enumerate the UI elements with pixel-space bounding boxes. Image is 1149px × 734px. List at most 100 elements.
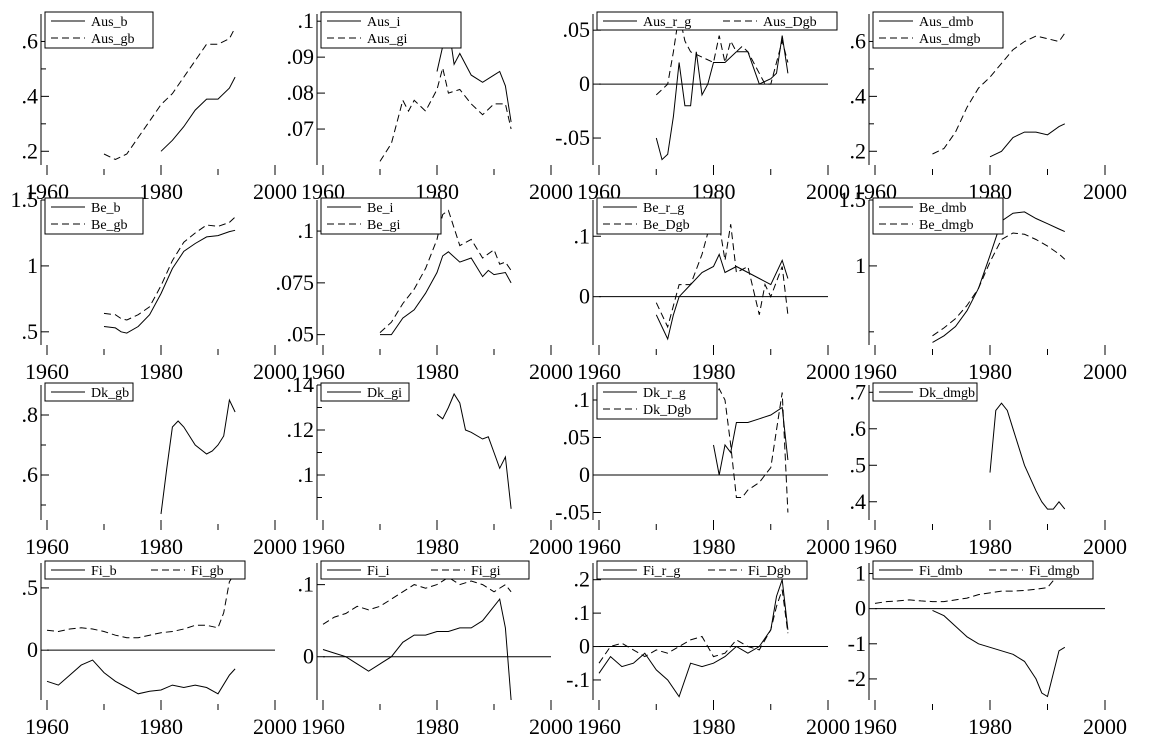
legend-label: Be_i [367, 201, 394, 216]
y-tick-label: .5 [850, 452, 867, 477]
legend-box [44, 11, 154, 49]
series-line-Be_gi [379, 209, 512, 333]
legend-label: Aus_i [367, 15, 401, 30]
x-tick-label: 2000 [806, 534, 850, 559]
x-tick-label: 1960 [853, 534, 897, 559]
x-tick-label: 1980 [968, 714, 1012, 734]
legend-label: Fi_b [91, 564, 117, 579]
y-tick-label: .4 [22, 83, 39, 108]
legend-label: Aus_dmgb [919, 32, 980, 47]
legend-label: Fi_dmb [919, 564, 963, 579]
panel-8: .6 .8 1960 1980 2000 Dk_gb [22, 382, 297, 559]
legend-label: Aus_gi [367, 32, 408, 47]
x-tick-label: 1960 [577, 714, 621, 734]
legend-label: Aus_b [91, 15, 128, 30]
y-tick-label: 1.5 [839, 187, 867, 212]
legend-label: Fi_gb [191, 564, 224, 579]
y-tick-label: 1 [855, 561, 866, 586]
x-tick-label: 2000 [253, 179, 297, 204]
x-tick-label: 1980 [692, 714, 736, 734]
x-tick-label: 1980 [692, 534, 736, 559]
y-tick-label: -2 [848, 666, 866, 691]
panel-5: .05 .075 .1 1960 1980 2000 Be_i Be_gi [276, 197, 573, 384]
y-tick-label: 1 [855, 253, 866, 278]
y-tick-label: 0 [579, 284, 590, 309]
y-tick-label: 0 [579, 634, 590, 659]
legend-label: Be_Dgb [643, 218, 690, 233]
panel-13: 0 .1 1960 1980 2000 Fi_i Fi_gi [298, 560, 573, 734]
y-tick-label: .05 [563, 17, 591, 42]
y-tick-label: .8 [22, 402, 39, 427]
x-tick-label: 2000 [529, 359, 573, 384]
x-tick-label: 1980 [139, 179, 183, 204]
x-tick-label: 2000 [806, 359, 850, 384]
legend-box [596, 382, 718, 420]
series-line-Aus_gi [379, 67, 512, 162]
x-tick-label: 2000 [806, 179, 850, 204]
panel-7: 1 1.5 1960 1980 2000 Be_dmb Be_dmgb [839, 187, 1128, 384]
y-tick-label: .1 [298, 218, 315, 243]
legend-label: Fi_Dgb [748, 564, 791, 579]
y-tick-label: .1 [298, 462, 315, 487]
y-tick-label: 0 [27, 637, 38, 662]
y-tick-label: .12 [287, 417, 315, 442]
y-tick-label: .1 [574, 600, 591, 625]
y-tick-label: .2 [22, 138, 39, 163]
y-tick-label: .1 [298, 8, 315, 33]
legend-box [44, 560, 246, 580]
x-tick-label: 1980 [415, 714, 459, 734]
series-line-Fi_gb [46, 572, 236, 639]
legend-label: Aus_gb [91, 32, 135, 47]
x-tick-label: 1960 [25, 359, 69, 384]
legend-label: Be_gb [91, 218, 128, 233]
legend-box [872, 11, 1004, 49]
x-tick-label: 2000 [253, 714, 297, 734]
x-tick-label: 2000 [529, 179, 573, 204]
y-tick-label: 0 [855, 596, 866, 621]
series-line-Aus_dmb [989, 123, 1066, 158]
legend-label: Fi_i [367, 564, 390, 579]
panel-11: .4 .5 .6 .7 1960 1980 2000 Dk_dmgb [850, 379, 1128, 559]
series-line-Be_gb [103, 216, 236, 321]
y-tick-label: .4 [850, 489, 867, 514]
y-tick-label: .1 [574, 387, 591, 412]
y-tick-label: .07 [287, 116, 315, 141]
y-tick-label: .7 [850, 379, 867, 404]
y-tick-label: .2 [850, 138, 867, 163]
legend-label: Dk_gi [367, 386, 402, 401]
legend-label: Dk_gb [91, 386, 129, 401]
y-tick-label: .2 [574, 567, 591, 592]
y-tick-label: 0 [579, 71, 590, 96]
x-tick-label: 1960 [25, 714, 69, 734]
y-tick-label: .6 [850, 28, 867, 53]
x-tick-label: 2000 [1083, 714, 1127, 734]
y-tick-label: 0 [303, 644, 314, 669]
y-tick-label: 1 [27, 253, 38, 278]
x-tick-label: 1980 [968, 534, 1012, 559]
panel-12: 0 .5 1960 1980 2000 Fi_b Fi_gb [22, 560, 297, 734]
y-tick-label: .5 [22, 575, 39, 600]
legend-label: Be_dmgb [919, 218, 973, 233]
y-tick-label: .08 [287, 80, 315, 105]
legend-label: Dk_Dgb [643, 403, 691, 418]
legend-label: Be_b [91, 201, 121, 216]
x-tick-label: 1980 [415, 359, 459, 384]
series-line-Fi_dmb [932, 609, 1066, 698]
y-tick-label: .6 [850, 416, 867, 441]
legend-box [320, 560, 530, 580]
x-tick-label: 1960 [301, 714, 345, 734]
x-tick-label: 2000 [806, 714, 850, 734]
x-tick-label: 2000 [1083, 534, 1127, 559]
legend-box [596, 11, 838, 31]
series-line-Fi_Dgb [598, 589, 789, 664]
y-tick-label: .05 [563, 425, 591, 450]
legend-box [872, 560, 1094, 580]
legend-box [320, 197, 442, 235]
y-tick-label: .1 [574, 223, 591, 248]
x-tick-label: 1980 [692, 359, 736, 384]
x-tick-label: 2000 [529, 714, 573, 734]
legend-label: Fi_dmgb [1029, 564, 1080, 579]
x-tick-label: 1980 [415, 534, 459, 559]
